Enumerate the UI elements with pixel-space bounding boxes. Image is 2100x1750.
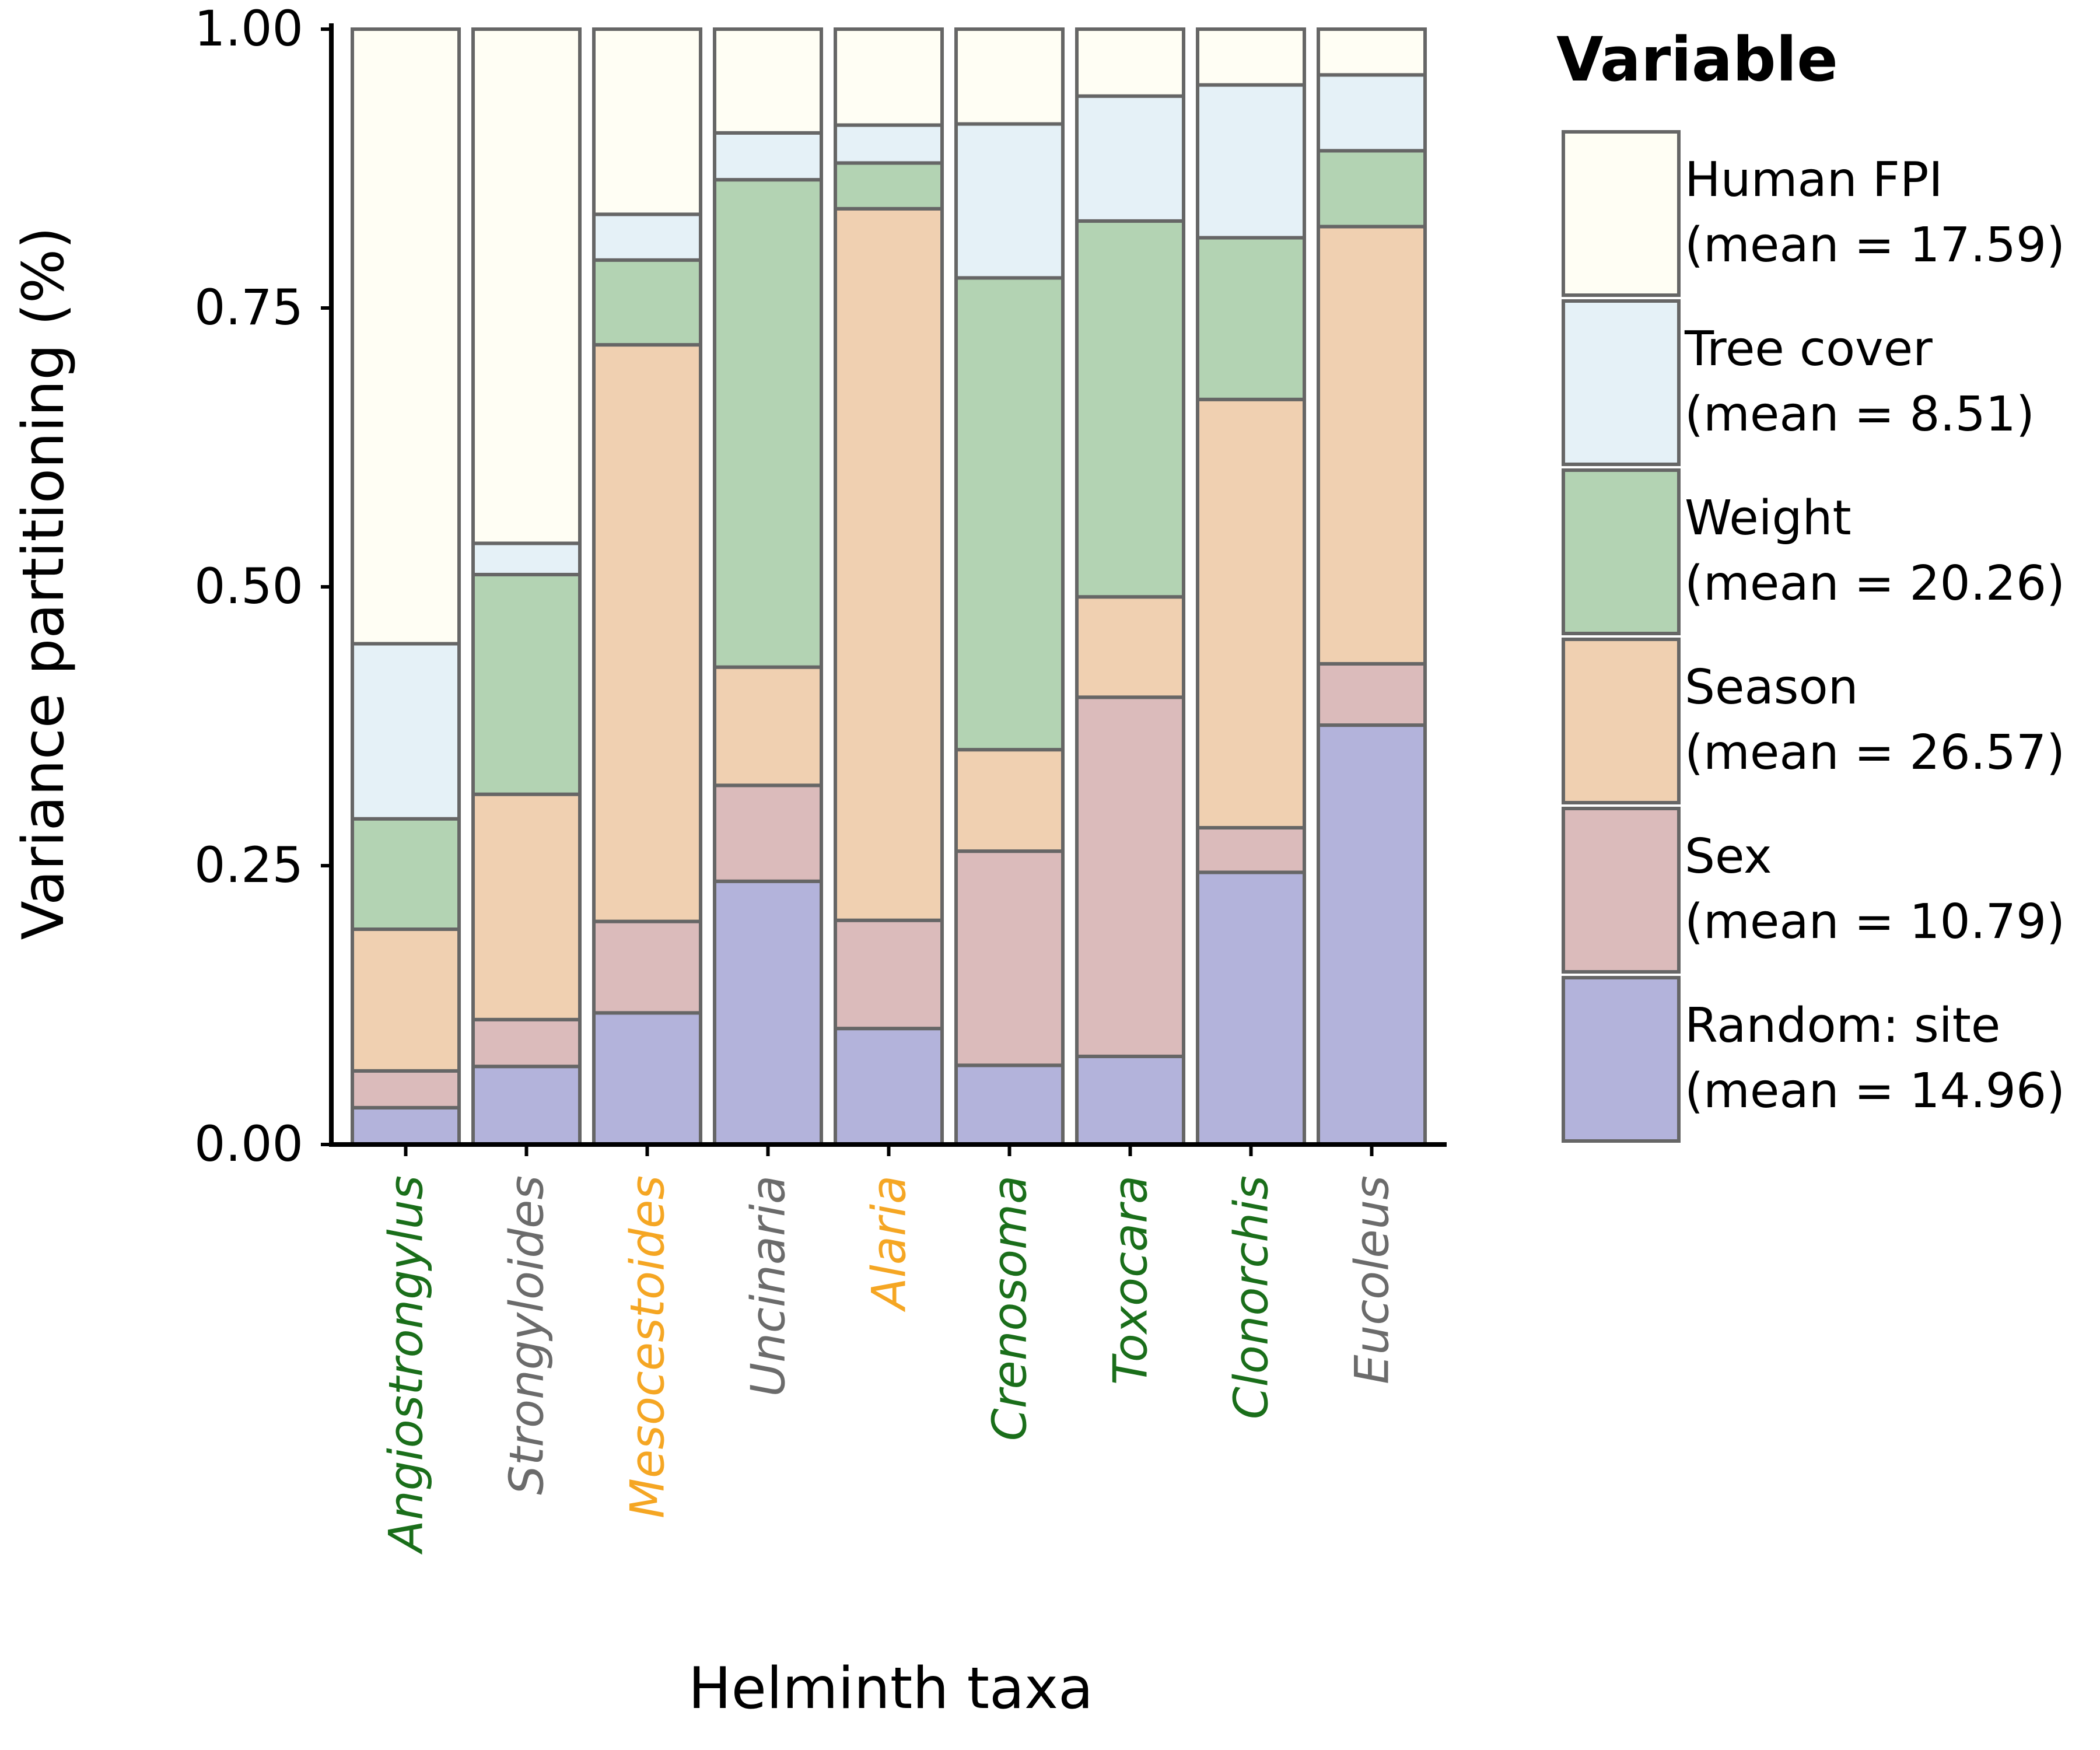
legend-mean-tree-cover: (mean = 8.51) bbox=[1685, 387, 2035, 442]
bar-segment-eucoleus-season bbox=[1317, 225, 1427, 666]
legend-mean-sex: (mean = 10.79) bbox=[1685, 894, 2065, 950]
bar-segment-crenosoma-season bbox=[954, 748, 1065, 853]
bar-segment-mesocestoides-human-fpi bbox=[592, 27, 702, 216]
taxon-label-angiostrongylus: Angiostrongylus bbox=[379, 1175, 433, 1555]
bar-segment-mesocestoides-weight bbox=[592, 258, 702, 347]
legend-key-tree-cover bbox=[1562, 299, 1681, 466]
bar-segment-strongyloides-sex bbox=[471, 1017, 582, 1069]
bar-segment-angiostrongylus-sex bbox=[351, 1069, 461, 1110]
bar-segment-toxocara-sex bbox=[1075, 695, 1185, 1058]
y-axis-title: Variance partitioning (%) bbox=[10, 227, 77, 940]
taxon-label-crenosoma: Crenosoma bbox=[983, 1175, 1037, 1441]
bar-segment-angiostrongylus-weight bbox=[351, 817, 461, 931]
bar-segment-eucoleus-sex bbox=[1317, 662, 1427, 727]
legend-label-weight: Weight bbox=[1685, 491, 1852, 546]
bar-segment-uncinaria-human-fpi bbox=[713, 27, 823, 135]
bar-segment-eucoleus-tree-cover bbox=[1317, 73, 1427, 153]
bar-segment-clonorchis-weight bbox=[1196, 236, 1306, 401]
bar-segment-eucoleus-weight bbox=[1317, 149, 1427, 229]
bar-segment-angiostrongylus-season bbox=[351, 927, 461, 1073]
bar-segment-alaria-weight bbox=[834, 161, 944, 211]
taxon-label-eucoleus: Eucoleus bbox=[1345, 1175, 1399, 1384]
legend-mean-season: (mean = 26.57) bbox=[1685, 725, 2065, 780]
legend-key-sex bbox=[1562, 807, 1681, 974]
bar-segment-clonorchis-sex bbox=[1196, 825, 1306, 874]
bar-segment-toxocara-human-fpi bbox=[1075, 27, 1185, 98]
legend-label-sex: Sex bbox=[1685, 829, 1772, 884]
legend-key-season bbox=[1562, 638, 1681, 804]
taxon-label-mesocestoides: Mesocestoides bbox=[621, 1175, 675, 1518]
legend-label-random-site: Random: site bbox=[1685, 998, 2000, 1054]
taxon-label-alaria: Alaria bbox=[862, 1175, 916, 1312]
bar-segment-uncinaria-tree-cover bbox=[713, 131, 823, 182]
taxon-label-clonorchis: Clonorchis bbox=[1224, 1175, 1279, 1419]
bar-segment-strongyloides-tree-cover bbox=[471, 541, 582, 576]
legend: Human FPI (mean = 17.59) Tree cover (mean =… bbox=[1562, 130, 2065, 1143]
bar-segment-uncinaria-weight bbox=[713, 178, 823, 669]
bar-segment-uncinaria-sex bbox=[713, 783, 823, 883]
bar-segment-mesocestoides-random-site bbox=[592, 1011, 702, 1147]
stacked-bars bbox=[351, 27, 1427, 1147]
bar-segment-crenosoma-tree-cover bbox=[954, 122, 1065, 280]
bar-segment-uncinaria-random-site bbox=[713, 879, 823, 1146]
bar-segment-angiostrongylus-human-fpi bbox=[351, 27, 461, 646]
bar-segment-alaria-tree-cover bbox=[834, 123, 944, 165]
bar-segment-clonorchis-season bbox=[1196, 397, 1306, 830]
legend-mean-weight: (mean = 20.26) bbox=[1685, 556, 2065, 611]
bar-segment-strongyloides-random-site bbox=[471, 1065, 582, 1147]
y-axis-ticks: 0.00 0.25 0.50 0.75 1.00 bbox=[194, 0, 331, 1172]
bar-segment-angiostrongylus-tree-cover bbox=[351, 642, 461, 821]
bar-segment-toxocara-tree-cover bbox=[1075, 94, 1185, 223]
legend-key-weight bbox=[1562, 468, 1681, 635]
taxon-label-strongyloides: Strongyloides bbox=[500, 1175, 554, 1495]
bar-segment-crenosoma-sex bbox=[954, 849, 1065, 1068]
legend-mean-random-site: (mean = 14.96) bbox=[1685, 1063, 2065, 1119]
bar-segment-clonorchis-tree-cover bbox=[1196, 83, 1306, 240]
legend-label-tree-cover: Tree cover bbox=[1684, 321, 1933, 377]
legend-title: Variable bbox=[1556, 24, 1838, 95]
bar-segment-eucoleus-human-fpi bbox=[1317, 27, 1427, 77]
bar-segment-mesocestoides-season bbox=[592, 343, 702, 923]
y-tick-label: 1.00 bbox=[194, 0, 303, 57]
bar-segment-angiostrongylus-random-site bbox=[351, 1105, 461, 1147]
legend-mean-human-fpi: (mean = 17.59) bbox=[1685, 218, 2065, 273]
bar-segment-clonorchis-random-site bbox=[1196, 870, 1306, 1147]
bar-segment-uncinaria-season bbox=[713, 665, 823, 788]
x-axis-title: Helminth taxa bbox=[688, 1656, 1093, 1722]
bar-segment-alaria-random-site bbox=[834, 1027, 944, 1146]
bar-segment-toxocara-season bbox=[1075, 595, 1185, 699]
bar-segment-toxocara-weight bbox=[1075, 219, 1185, 599]
taxon-label-uncinaria: Uncinaria bbox=[741, 1175, 796, 1396]
y-tick-label: 0.50 bbox=[194, 558, 303, 615]
bar-segment-clonorchis-human-fpi bbox=[1196, 27, 1306, 87]
bar-segment-alaria-season bbox=[834, 206, 944, 922]
y-tick-label: 0.00 bbox=[194, 1115, 303, 1172]
taxon-label-toxocara: Toxocara bbox=[1104, 1175, 1158, 1385]
legend-key-human-fpi bbox=[1562, 130, 1681, 297]
legend-key-random-site bbox=[1562, 976, 1681, 1143]
bar-segment-mesocestoides-tree-cover bbox=[592, 212, 702, 262]
bar-segment-crenosoma-human-fpi bbox=[954, 27, 1065, 126]
legend-label-human-fpi: Human FPI bbox=[1685, 152, 1943, 208]
y-tick-label: 0.25 bbox=[194, 836, 303, 894]
bar-segment-strongyloides-weight bbox=[471, 572, 582, 796]
bar-segment-strongyloides-season bbox=[471, 792, 582, 1021]
bar-segment-crenosoma-random-site bbox=[954, 1063, 1065, 1147]
x-axis-tick-labels: Angiostrongylus Strongyloides Mesocestoide… bbox=[379, 1147, 1399, 1555]
bar-segment-eucoleus-random-site bbox=[1317, 723, 1427, 1146]
y-tick-label: 0.75 bbox=[194, 279, 303, 336]
bar-segment-crenosoma-weight bbox=[954, 276, 1065, 752]
bar-segment-toxocara-random-site bbox=[1075, 1054, 1185, 1147]
bar-segment-alaria-human-fpi bbox=[834, 27, 944, 127]
bar-segment-alaria-sex bbox=[834, 918, 944, 1031]
bar-segment-strongyloides-human-fpi bbox=[471, 27, 582, 545]
bar-segment-mesocestoides-sex bbox=[592, 919, 702, 1015]
legend-label-season: Season bbox=[1685, 660, 1859, 715]
